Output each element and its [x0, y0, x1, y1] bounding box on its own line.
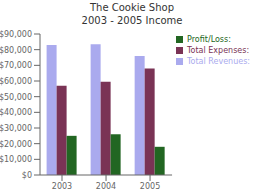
html-text:Profit/Loss:: Profit/Loss: — [187, 35, 231, 44]
svg-text:$40,000: $40,000 — [8, 108, 32, 117]
svg-text:$0: $0 — [22, 171, 32, 180]
svg-text:$20,000: $20,000 — [8, 140, 32, 149]
svg-text:$30,000: $30,000 — [8, 124, 32, 133]
html-text:Total Revenues:: Total Revenues: — [187, 57, 250, 66]
html-text:The Cookie Shop 2003 - 2005 In: The Cookie Shop 2003 - 2005 Income — [81, 2, 183, 26]
svg-text:$60,000: $60,000 — [8, 77, 32, 86]
svg-text:$50,000: $50,000 — [8, 93, 32, 102]
html-text:Total Expenses:: Total Expenses: — [187, 46, 250, 55]
svg-text:2005: 2005 — [140, 182, 160, 191]
svg-text:2004: 2004 — [96, 182, 116, 191]
svg-text:$10,000: $10,000 — [8, 155, 32, 164]
svg-text:$80,000: $80,000 — [8, 46, 32, 55]
svg-text:$70,000: $70,000 — [8, 61, 32, 70]
svg-text:$90,000: $90,000 — [8, 30, 32, 39]
svg-text:2003: 2003 — [52, 182, 72, 191]
